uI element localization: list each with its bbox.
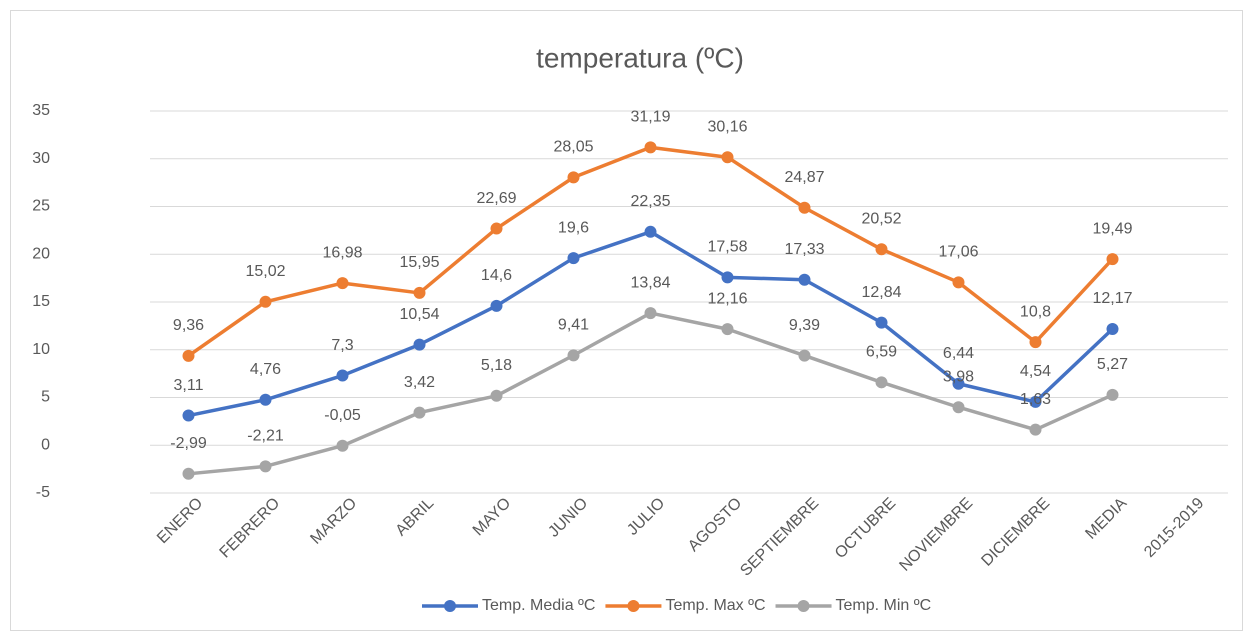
legend-marker (627, 600, 640, 612)
data-point (182, 349, 195, 362)
data-label: 22,69 (476, 190, 516, 207)
data-point (490, 389, 503, 402)
data-point (413, 406, 426, 419)
data-point (1106, 388, 1119, 401)
data-point (336, 277, 349, 290)
data-point (1029, 395, 1042, 408)
data-label: -2,99 (170, 435, 207, 452)
data-point (490, 299, 503, 312)
data-label: 9,36 (173, 317, 204, 334)
data-point (336, 439, 349, 452)
data-label: 6,59 (866, 344, 897, 361)
data-point (1106, 253, 1119, 266)
data-point (875, 376, 888, 389)
data-point (182, 467, 195, 480)
chart-title: temperatura (ºC) (536, 42, 744, 73)
data-point (875, 243, 888, 256)
data-point (259, 460, 272, 473)
legend-label: Temp. Max ºC (665, 597, 765, 614)
data-point (721, 151, 734, 164)
data-label: 7,3 (331, 337, 353, 354)
data-point (721, 323, 734, 336)
data-label: 5,18 (481, 357, 512, 374)
data-point (1029, 336, 1042, 349)
y-tick-label: 10 (32, 341, 50, 358)
data-label: 3,11 (174, 377, 204, 394)
data-point (413, 286, 426, 299)
data-label: 20,52 (861, 211, 901, 228)
data-label: 15,95 (399, 254, 439, 271)
data-label: 16,98 (322, 244, 362, 261)
data-label: 13,84 (630, 274, 670, 291)
y-tick-label: 25 (32, 198, 50, 215)
y-tick-label: 0 (41, 436, 50, 453)
data-point (798, 201, 811, 214)
data-label: 14,6 (481, 267, 512, 284)
data-label: -0,05 (324, 407, 361, 424)
chart-border (10, 10, 1243, 631)
legend-label: Temp. Min ºC (836, 597, 932, 614)
data-point (952, 377, 965, 390)
data-point (567, 171, 580, 184)
data-label: -2,21 (247, 428, 284, 445)
data-point (798, 349, 811, 362)
data-label: 10,8 (1020, 303, 1051, 320)
y-tick-label: 35 (32, 102, 50, 119)
data-point (798, 273, 811, 286)
data-label: 10,54 (399, 306, 439, 323)
data-label: 17,33 (784, 241, 824, 258)
data-label: 12,84 (861, 284, 901, 301)
legend-marker (797, 600, 810, 612)
data-point (721, 271, 734, 284)
data-label: 12,17 (1092, 290, 1132, 307)
data-label: 4,76 (250, 361, 281, 378)
data-label: 3,98 (943, 368, 974, 385)
data-label: 24,87 (784, 169, 824, 186)
y-tick-label: 20 (32, 245, 50, 262)
data-point (952, 276, 965, 289)
data-point (567, 349, 580, 362)
data-label: 17,58 (707, 239, 747, 256)
data-point (875, 316, 888, 329)
data-point (1029, 423, 1042, 436)
data-label: 6,44 (943, 345, 974, 362)
data-label: 31,19 (630, 109, 670, 126)
y-tick-label: 15 (32, 293, 50, 310)
data-point (259, 295, 272, 308)
data-point (644, 141, 657, 154)
data-label: 4,54 (1020, 363, 1051, 380)
data-point (413, 338, 426, 351)
data-label: 9,39 (789, 317, 820, 334)
data-label: 3,42 (404, 374, 435, 391)
data-point (259, 393, 272, 406)
data-label: 1,63 (1020, 391, 1051, 408)
data-label: 12,16 (707, 290, 747, 307)
data-label: 28,05 (553, 139, 593, 156)
data-point (1106, 323, 1119, 336)
data-label: 5,27 (1097, 356, 1128, 373)
legend-label: Temp. Media ºC (482, 597, 595, 614)
legend-marker (444, 600, 456, 612)
data-label: 22,35 (630, 193, 670, 210)
data-label: 30,16 (707, 118, 747, 135)
data-point (952, 401, 965, 414)
data-label: 17,06 (938, 244, 978, 261)
data-point (490, 222, 503, 235)
data-point (644, 307, 657, 320)
data-label: 19,49 (1092, 220, 1132, 237)
data-point (567, 252, 580, 265)
data-point (644, 225, 657, 238)
y-tick-label: -5 (36, 484, 50, 501)
y-tick-label: 5 (41, 389, 50, 406)
data-label: 15,02 (245, 263, 285, 280)
data-label: 19,6 (558, 219, 589, 236)
data-point (182, 409, 195, 422)
data-point (336, 369, 349, 382)
y-tick-label: 30 (32, 150, 50, 167)
data-label: 9,41 (558, 317, 589, 334)
